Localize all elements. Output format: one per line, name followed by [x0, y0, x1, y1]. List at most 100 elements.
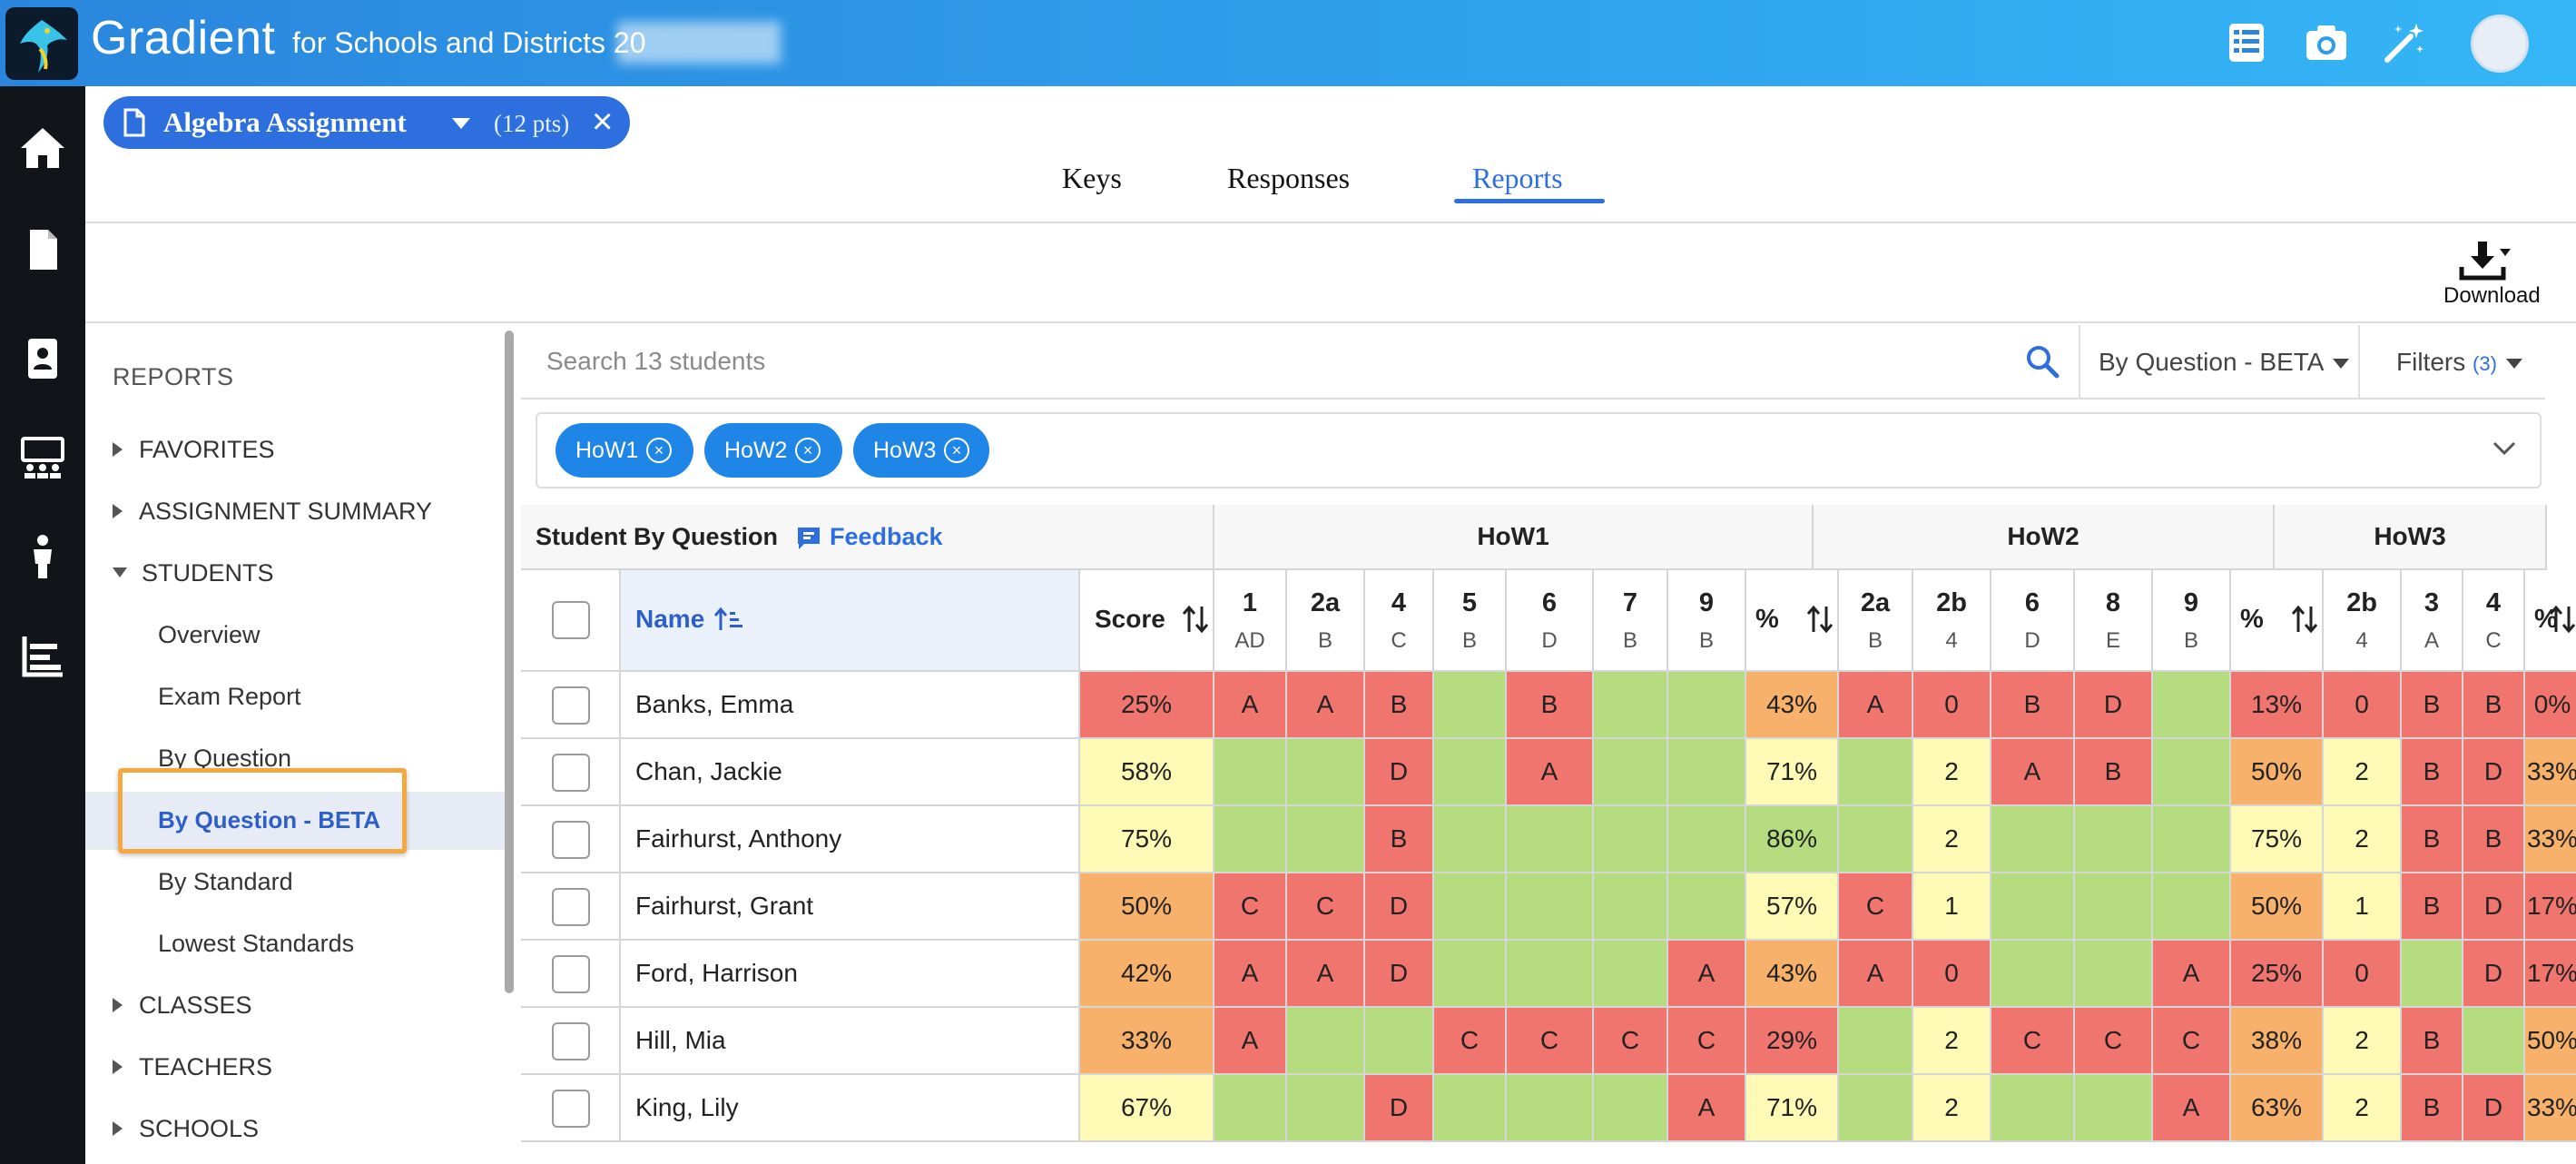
camera-icon[interactable] — [2302, 18, 2351, 67]
response-cell[interactable] — [1507, 941, 1594, 1008]
filter-pill-how1[interactable]: HoW1 × — [556, 423, 693, 478]
response-cell[interactable] — [1991, 806, 2075, 873]
row-checkbox[interactable] — [552, 754, 590, 792]
response-cell[interactable]: A — [1214, 672, 1287, 739]
response-cell[interactable]: B — [2402, 1008, 2463, 1075]
response-cell[interactable]: B — [2402, 806, 2463, 873]
response-cell[interactable]: A — [1839, 941, 1913, 1008]
response-cell[interactable]: B — [2402, 1075, 2463, 1142]
response-cell[interactable] — [1434, 873, 1507, 941]
response-cell[interactable] — [2402, 941, 2463, 1008]
avatar[interactable] — [2471, 15, 2529, 73]
student-id-icon[interactable] — [17, 333, 68, 384]
response-cell[interactable]: A — [2153, 941, 2231, 1008]
response-cell[interactable]: 0 — [2324, 941, 2402, 1008]
response-cell[interactable]: 2 — [1913, 739, 1991, 806]
response-cell[interactable]: C — [2153, 1008, 2231, 1075]
response-cell[interactable] — [2075, 806, 2153, 873]
response-cell[interactable] — [1839, 1075, 1913, 1142]
response-cell[interactable]: A — [1991, 739, 2075, 806]
percent-cell[interactable]: 0% — [2525, 672, 2576, 739]
response-cell[interactable]: 2 — [1913, 1008, 1991, 1075]
tab-keys[interactable]: Keys — [1062, 162, 1122, 194]
student-name[interactable]: Hill, Mia — [621, 1008, 1080, 1075]
feedback-icon[interactable] — [795, 525, 822, 552]
percent-cell[interactable]: 29% — [1746, 1008, 1839, 1075]
student-name[interactable]: Fairhurst, Grant — [621, 873, 1080, 941]
response-cell[interactable]: A — [2153, 1075, 2231, 1142]
classroom-icon[interactable] — [17, 431, 68, 482]
percent-cell[interactable]: 71% — [1746, 1075, 1839, 1142]
response-cell[interactable] — [1594, 941, 1668, 1008]
menu-schools[interactable]: SCHOOLS — [113, 1115, 259, 1143]
row-checkbox[interactable] — [552, 955, 590, 993]
response-cell[interactable] — [1991, 941, 2075, 1008]
chart-icon[interactable] — [17, 631, 68, 682]
percent-column-header[interactable]: % — [2231, 570, 2324, 672]
response-cell[interactable]: 1 — [2324, 873, 2402, 941]
response-cell[interactable]: A — [1668, 941, 1746, 1008]
row-checkbox[interactable] — [552, 1022, 590, 1060]
response-cell[interactable]: C — [1594, 1008, 1668, 1075]
student-name[interactable]: Fairhurst, Anthony — [621, 806, 1080, 873]
response-cell[interactable] — [2153, 739, 2231, 806]
response-cell[interactable]: 2 — [1913, 1075, 1991, 1142]
response-cell[interactable] — [1507, 1075, 1594, 1142]
response-cell[interactable]: C — [1214, 873, 1287, 941]
response-cell[interactable]: B — [2402, 672, 2463, 739]
response-cell[interactable]: B — [2463, 672, 2525, 739]
response-cell[interactable]: C — [2075, 1008, 2153, 1075]
menu-favorites[interactable]: FAVORITES — [113, 436, 275, 464]
sort-icon[interactable] — [2549, 605, 2576, 634]
response-cell[interactable] — [1668, 672, 1746, 739]
response-cell[interactable] — [1668, 806, 1746, 873]
close-circle-icon[interactable]: × — [795, 438, 821, 463]
response-cell[interactable]: B — [1365, 806, 1434, 873]
response-cell[interactable] — [2075, 941, 2153, 1008]
percent-column-header[interactable]: % — [2525, 570, 2576, 672]
response-cell[interactable]: D — [1365, 1075, 1434, 1142]
menu-by-question[interactable]: By Question — [158, 745, 292, 772]
response-cell[interactable] — [1214, 1075, 1287, 1142]
percent-cell[interactable]: 25% — [2231, 941, 2324, 1008]
response-cell[interactable]: 2 — [2324, 806, 2402, 873]
filter-bar[interactable] — [536, 412, 2542, 488]
student-name[interactable]: Chan, Jackie — [621, 739, 1080, 806]
student-name[interactable]: Banks, Emma — [621, 672, 1080, 739]
response-cell[interactable] — [1434, 672, 1507, 739]
response-cell[interactable]: C — [1991, 1008, 2075, 1075]
response-cell[interactable]: C — [1668, 1008, 1746, 1075]
response-cell[interactable] — [1594, 672, 1668, 739]
response-cell[interactable] — [1991, 873, 2075, 941]
view-select[interactable]: By Question - BETA — [2099, 348, 2350, 377]
chevron-down-icon[interactable] — [452, 118, 470, 129]
menu-lowest-standards[interactable]: Lowest Standards — [158, 930, 355, 957]
feedback-link[interactable]: Feedback — [830, 523, 943, 550]
response-cell[interactable]: 1 — [1913, 873, 1991, 941]
filter-pill-how3[interactable]: HoW3 × — [853, 423, 989, 478]
response-cell[interactable]: B — [2463, 806, 2525, 873]
response-cell[interactable]: D — [1365, 739, 1434, 806]
download-label[interactable]: Download — [2443, 283, 2541, 308]
response-cell[interactable] — [1594, 873, 1668, 941]
response-cell[interactable]: A — [1287, 672, 1365, 739]
response-cell[interactable] — [2075, 873, 2153, 941]
percent-cell[interactable]: 33% — [2525, 806, 2576, 873]
response-cell[interactable]: 0 — [2324, 672, 2402, 739]
response-cell[interactable]: B — [1991, 672, 2075, 739]
percent-cell[interactable]: 57% — [1746, 873, 1839, 941]
person-icon[interactable] — [17, 531, 68, 582]
close-circle-icon[interactable]: × — [944, 438, 969, 463]
document-icon[interactable] — [17, 224, 68, 275]
row-checkbox[interactable] — [552, 1090, 590, 1128]
response-cell[interactable] — [1839, 739, 1913, 806]
response-cell[interactable] — [1839, 806, 1913, 873]
response-cell[interactable]: 2 — [2324, 1008, 2402, 1075]
assignment-selector[interactable]: Algebra Assignment (12 pts) × — [103, 96, 630, 149]
response-cell[interactable] — [2153, 873, 2231, 941]
response-cell[interactable] — [1991, 1075, 2075, 1142]
response-cell[interactable] — [1287, 1008, 1365, 1075]
search-input[interactable]: Search 13 students — [546, 347, 766, 375]
sort-icon[interactable] — [2291, 605, 2318, 634]
percent-cell[interactable]: 63% — [2231, 1075, 2324, 1142]
